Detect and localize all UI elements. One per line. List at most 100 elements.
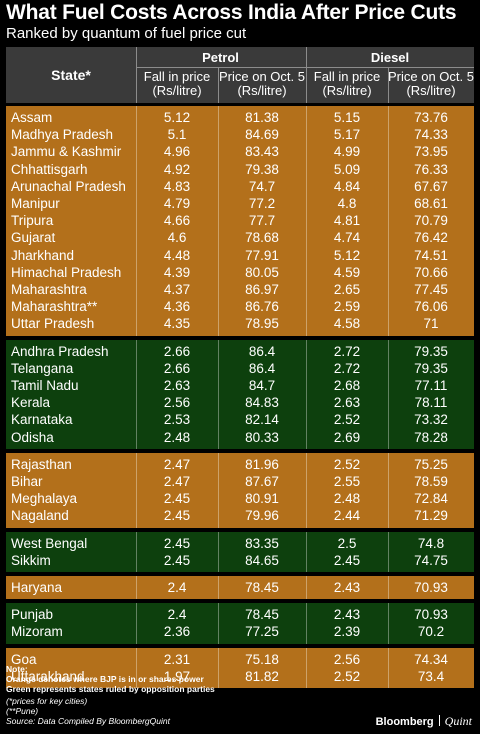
- petrol-fall-value: 2.45: [163, 508, 191, 524]
- state-name: Gujarat: [11, 230, 56, 246]
- petrol-fall-value: 4.35: [163, 316, 191, 332]
- state-name: Punjab: [11, 607, 54, 623]
- table-row: Rajasthan 2.47 81.96 2.52 75.25: [6, 456, 474, 473]
- petrol-group-header: Petrol: [202, 50, 239, 65]
- diesel-fall-value: 2.43: [333, 580, 361, 595]
- petrol-fall-header-line2: (Rs/litre): [152, 83, 202, 98]
- petrol-fall-value: 2.4: [167, 607, 187, 623]
- diesel-price-value: 74.75: [414, 552, 448, 568]
- table-row: Meghalaya 2.45 80.91 2.48 72.84: [6, 490, 474, 507]
- petrol-fall-value: 4.39: [163, 264, 191, 280]
- column-divider: [136, 339, 137, 449]
- table-row: Uttarakhand 1.97 81.82 2.52 73.4: [6, 668, 474, 685]
- petrol-fall-value: 4.6: [167, 230, 187, 246]
- petrol-fall-value: 2.53: [163, 412, 191, 428]
- petrol-price-value: 86.4: [248, 343, 276, 359]
- state-name: Jammu & Kashmir: [11, 144, 122, 160]
- diesel-fall-value: 2.52: [333, 456, 361, 472]
- state-name: Sikkim: [11, 552, 51, 568]
- column-divider: [136, 603, 137, 644]
- header-divider: [136, 47, 137, 103]
- notes-key-cities: (*prices for key cities): [6, 696, 88, 706]
- petrol-fall-value: 2.47: [163, 473, 191, 489]
- brand-sub: Quint: [444, 714, 472, 728]
- state-name: Andhra Pradesh: [11, 343, 109, 359]
- chart-title: What Fuel Costs Across India After Price…: [6, 1, 457, 24]
- state-name: Manipur: [11, 196, 60, 211]
- notes-pune: (**Pune): [6, 706, 39, 716]
- petrol-fall-value: 2.45: [163, 535, 191, 551]
- diesel-fall-value: 2.48: [333, 491, 361, 507]
- petrol-price-value: 81.38: [245, 110, 279, 125]
- state-name: Maharashtra: [11, 282, 87, 297]
- state-name: Uttarakhand: [11, 668, 85, 684]
- state-name: West Bengal: [11, 535, 88, 551]
- table-row: Haryana 2.4 78.45 2.43 70.93: [6, 579, 474, 596]
- diesel-fall-value: 5.09: [333, 161, 361, 177]
- petrol-fall-value: 5.1: [167, 127, 187, 143]
- diesel-fall-value: 2.52: [333, 412, 361, 428]
- diesel-price-value: 71.29: [414, 508, 448, 524]
- state-name: Assam: [11, 110, 53, 125]
- petrol-price-value: 81.96: [245, 456, 279, 472]
- chart-subtitle: Ranked by quantum of fuel price cut: [6, 25, 247, 42]
- brand-name: Bloomberg: [375, 716, 434, 728]
- diesel-price-value: 73.76: [414, 110, 448, 125]
- petrol-fall-value: 4.36: [163, 299, 191, 315]
- diesel-fall-value: 4.84: [333, 178, 361, 194]
- bjp-states-group: Goa 2.31 75.18 2.56 74.34 Uttarakhand 1.97 81.8…: [6, 647, 474, 688]
- state-name: Himachal Pradesh: [11, 264, 122, 280]
- column-divider: [306, 603, 307, 644]
- column-divider: [306, 531, 307, 572]
- notes-orange-legend: Orange denotes where BJP is in or shares…: [6, 674, 204, 684]
- bjp-states-group: Rajasthan 2.47 81.96 2.52 75.25 Bihar 2.47 87.6…: [6, 452, 474, 528]
- diesel-price-header-line1: Price on Oct. 5: [388, 69, 474, 84]
- column-divider: [218, 603, 219, 644]
- diesel-price-value: 78.11: [414, 395, 448, 411]
- table-row: Manipur 4.79 77.2 4.8 68.61: [6, 195, 474, 212]
- petrol-fall-value: 2.66: [163, 343, 191, 359]
- petrol-fall-value: 4.37: [163, 282, 191, 297]
- table-row: Chhattisgarh 4.92 79.38 5.09 76.33: [6, 161, 474, 178]
- state-name: Mizoram: [11, 624, 63, 640]
- bjp-states-group: Haryana 2.4 78.45 2.43 70.93: [6, 576, 474, 600]
- petrol-price-header-line1: Price on Oct. 5: [219, 69, 305, 84]
- table-row: Nagaland 2.45 79.96 2.44 71.29: [6, 507, 474, 524]
- state-name: Tripura: [11, 213, 54, 229]
- table-row: Jharkhand 4.48 77.91 5.12 74.51: [6, 247, 474, 264]
- column-divider: [306, 339, 307, 449]
- petrol-fall-header-line1: Fall in price: [143, 69, 211, 84]
- petrol-price-value: 83.35: [245, 535, 279, 551]
- petrol-price-value: 82.14: [245, 412, 279, 428]
- petrol-price-value: 77.2: [248, 196, 276, 211]
- notes-source: Source: Data Compiled By BloombergQuint: [6, 716, 170, 726]
- column-divider: [218, 339, 219, 449]
- petrol-price-value: 77.7: [248, 213, 276, 229]
- diesel-fall-value: 5.12: [333, 247, 361, 263]
- column-divider: [388, 576, 389, 600]
- petrol-price-value: 74.7: [248, 178, 276, 194]
- state-name: Uttar Pradesh: [11, 316, 95, 332]
- diesel-fall-value: 2.72: [333, 343, 361, 359]
- petrol-price-value: 84.7: [248, 377, 276, 393]
- state-name: Rajasthan: [11, 456, 72, 472]
- column-divider: [218, 106, 219, 336]
- table-row: Jammu & Kashmir 4.96 83.43 4.99 73.95: [6, 143, 474, 160]
- table-row: Tripura 4.66 77.7 4.81 70.79: [6, 212, 474, 229]
- diesel-price-value: 75.25: [414, 456, 448, 472]
- petrol-price-value: 79.38: [245, 161, 279, 177]
- column-divider: [136, 106, 137, 336]
- table-row: Maharashtra 4.37 86.97 2.65 77.45: [6, 281, 474, 298]
- petrol-price-value: 86.76: [245, 299, 279, 315]
- diesel-price-value: 73.95: [414, 144, 448, 160]
- brand-logo: Bloomberg Quint: [376, 714, 472, 729]
- petrol-price-value: 83.43: [245, 144, 279, 160]
- table-row: Goa 2.31 75.18 2.56 74.34: [6, 651, 474, 668]
- diesel-price-value: 79.35: [414, 343, 448, 359]
- state-name: Maharashtra**: [11, 299, 98, 315]
- diesel-fall-value: 2.63: [333, 395, 361, 411]
- petrol-fall-value: 2.63: [163, 377, 191, 393]
- petrol-price-value: 84.65: [245, 552, 279, 568]
- table-row: Telangana 2.66 86.4 2.72 79.35: [6, 360, 474, 377]
- diesel-price-value: 76.33: [414, 161, 448, 177]
